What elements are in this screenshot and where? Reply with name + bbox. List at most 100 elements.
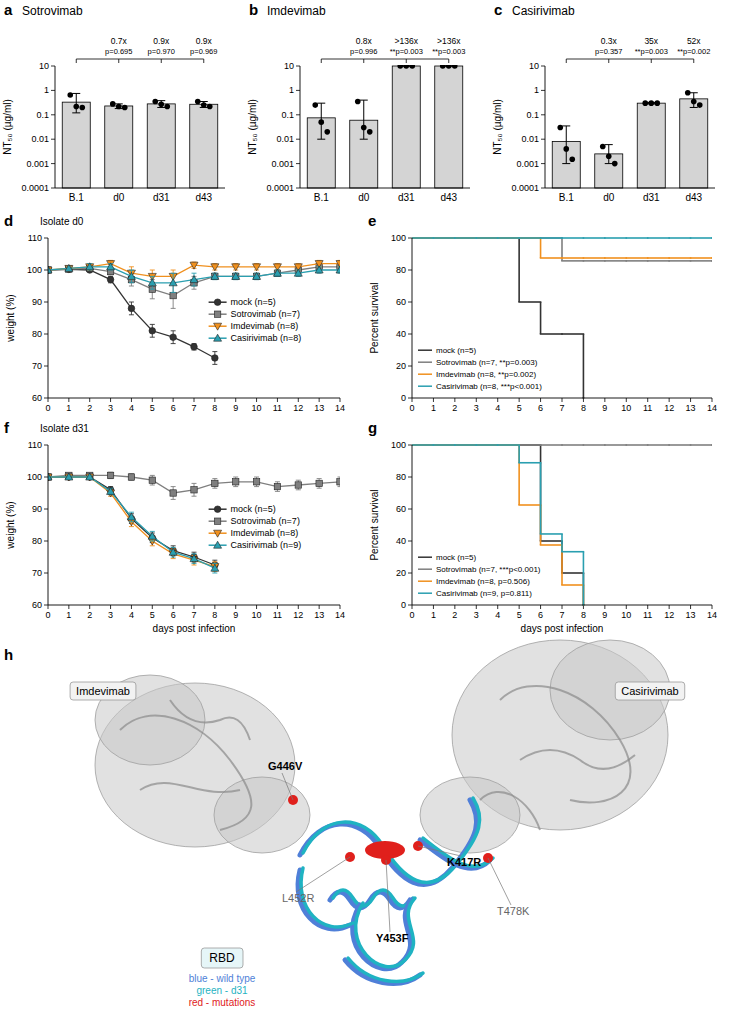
error-bar bbox=[192, 483, 197, 496]
marker bbox=[149, 328, 156, 335]
survival-step bbox=[455, 237, 476, 239]
antibody-ribbon bbox=[500, 686, 630, 803]
bracket bbox=[566, 59, 694, 60]
marker bbox=[295, 482, 301, 488]
bar bbox=[392, 66, 420, 188]
tick-label: 0.001 bbox=[271, 159, 294, 169]
tick bbox=[194, 398, 195, 402]
point bbox=[440, 65, 446, 69]
panel-label: d bbox=[4, 212, 13, 229]
tick-label: 60 bbox=[396, 297, 406, 307]
step-riser bbox=[540, 302, 542, 334]
survival-step bbox=[476, 237, 497, 239]
tick-label: 11 bbox=[643, 403, 652, 413]
tick bbox=[44, 445, 48, 446]
survival-step bbox=[562, 444, 583, 446]
tick bbox=[319, 605, 320, 609]
tick-label: 20 bbox=[396, 568, 406, 578]
tick-label: 11 bbox=[643, 610, 652, 620]
survival-step bbox=[433, 237, 454, 239]
tick bbox=[454, 398, 455, 402]
tick bbox=[44, 398, 48, 399]
marker bbox=[127, 513, 135, 520]
survival-step bbox=[562, 257, 583, 259]
survival-step bbox=[519, 237, 540, 239]
survival-step bbox=[412, 237, 433, 239]
survival-step bbox=[541, 544, 562, 546]
tick-label: 4 bbox=[495, 403, 500, 413]
bracket-tick bbox=[566, 59, 567, 63]
error-bar bbox=[115, 104, 123, 109]
tick-label: 5 bbox=[517, 610, 522, 620]
marker bbox=[212, 355, 219, 362]
tick bbox=[296, 139, 300, 140]
tick-label: 0.01 bbox=[521, 134, 539, 144]
tick-label: 0.01 bbox=[31, 134, 49, 144]
antibody-ribbon bbox=[480, 792, 540, 830]
tick-label: 80 bbox=[32, 536, 42, 546]
panel-label: b bbox=[249, 1, 258, 18]
structure-art bbox=[95, 640, 670, 983]
error-bar bbox=[200, 102, 208, 108]
bar bbox=[435, 66, 463, 188]
tick bbox=[412, 398, 413, 402]
legend-label: Casirivimab (n=8) bbox=[231, 333, 302, 343]
survival-step bbox=[412, 444, 433, 446]
tick bbox=[408, 302, 412, 303]
error-cap bbox=[192, 496, 197, 497]
error-cap bbox=[171, 545, 176, 546]
survival-step bbox=[455, 444, 476, 446]
bar bbox=[552, 142, 580, 188]
point bbox=[79, 105, 85, 111]
tick bbox=[476, 605, 477, 609]
survival-step bbox=[412, 444, 433, 446]
legend: mock (n=5)Sotrovimab (n=7, ***p<0.001)Im… bbox=[418, 553, 541, 598]
tick-label: 13 bbox=[686, 610, 696, 620]
axis-label: days post infection bbox=[521, 623, 604, 634]
error-cap bbox=[212, 560, 217, 561]
tick-label: 7 bbox=[559, 610, 564, 620]
tick-label: 60 bbox=[32, 600, 42, 610]
step-riser bbox=[561, 534, 563, 552]
marker bbox=[169, 279, 177, 286]
tick bbox=[519, 398, 520, 402]
error-bar bbox=[212, 352, 217, 365]
antibody-ribbon bbox=[520, 750, 635, 769]
survival-step bbox=[498, 444, 519, 446]
marker bbox=[337, 479, 340, 485]
tick bbox=[541, 114, 545, 115]
tick-label: 0.001 bbox=[516, 159, 539, 169]
tick bbox=[626, 605, 627, 609]
marker bbox=[65, 473, 73, 480]
tick-label: 0.01 bbox=[276, 134, 294, 144]
tick-label: 80 bbox=[396, 472, 406, 482]
tick bbox=[519, 605, 520, 609]
plot-area bbox=[48, 472, 340, 573]
tick-label: 90 bbox=[32, 297, 42, 307]
survival-step bbox=[455, 237, 476, 239]
legend-marker bbox=[214, 530, 222, 537]
tick bbox=[540, 398, 541, 402]
survival-step bbox=[562, 237, 583, 239]
tick-label: 40 bbox=[396, 536, 406, 546]
plot-area bbox=[48, 260, 340, 364]
tick-label: 0.0001 bbox=[511, 183, 539, 193]
tick-label: 0.1 bbox=[526, 110, 539, 120]
annotation: 0.9x bbox=[153, 36, 170, 46]
title: Imdevimab bbox=[267, 4, 326, 18]
tick-label: 2 bbox=[87, 610, 92, 620]
bracket-tick bbox=[651, 59, 652, 63]
survival-step bbox=[433, 444, 454, 446]
error-cap bbox=[150, 541, 155, 542]
error-cap bbox=[171, 308, 176, 309]
axis-label: weight (%) bbox=[5, 294, 16, 342]
legend-swatch bbox=[418, 385, 432, 387]
error-bar bbox=[317, 479, 322, 489]
marker bbox=[148, 532, 156, 539]
survival-step bbox=[498, 444, 519, 446]
error-bar bbox=[360, 100, 368, 139]
tick-label: 0.0001 bbox=[266, 183, 294, 193]
tick bbox=[712, 398, 713, 402]
point bbox=[654, 100, 660, 106]
point bbox=[367, 129, 373, 135]
